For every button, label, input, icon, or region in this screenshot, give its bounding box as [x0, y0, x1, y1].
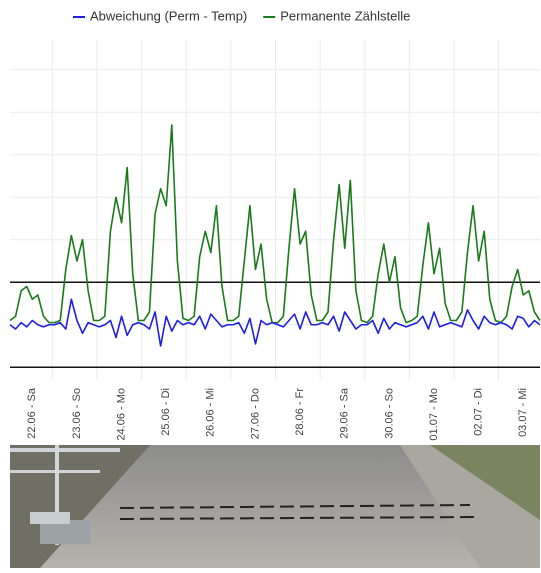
x-tick-label: 23.06 - So	[71, 388, 83, 439]
series-line	[9, 124, 541, 324]
x-tick-label: 28.06 - Fr	[294, 388, 306, 436]
x-tick-label: 22.06 - Sa	[26, 387, 38, 439]
x-tick-label: 02.07 - Di	[473, 388, 485, 436]
x-tick-label: 29.06 - Sa	[339, 387, 351, 439]
x-tick-label: 27.06 - Do	[249, 388, 261, 439]
legend-label: Abweichung (Perm - Temp)	[90, 8, 247, 23]
x-tick-label: 26.06 - Mi	[205, 388, 217, 437]
legend: Abweichung (Perm - Temp) Permanente Zähls…	[73, 8, 410, 23]
series-line	[9, 298, 541, 347]
photo	[10, 445, 540, 568]
x-tick-label: 24.06 - Mo	[115, 388, 127, 441]
legend-label: Permanente Zählstelle	[280, 8, 410, 23]
x-tick-label: 25.06 - Di	[160, 388, 172, 436]
x-tick-label: 01.07 - Mo	[428, 388, 440, 441]
x-tick-label: 03.07 - Mi	[517, 388, 529, 437]
x-tick-label: 30.06 - So	[383, 388, 395, 439]
